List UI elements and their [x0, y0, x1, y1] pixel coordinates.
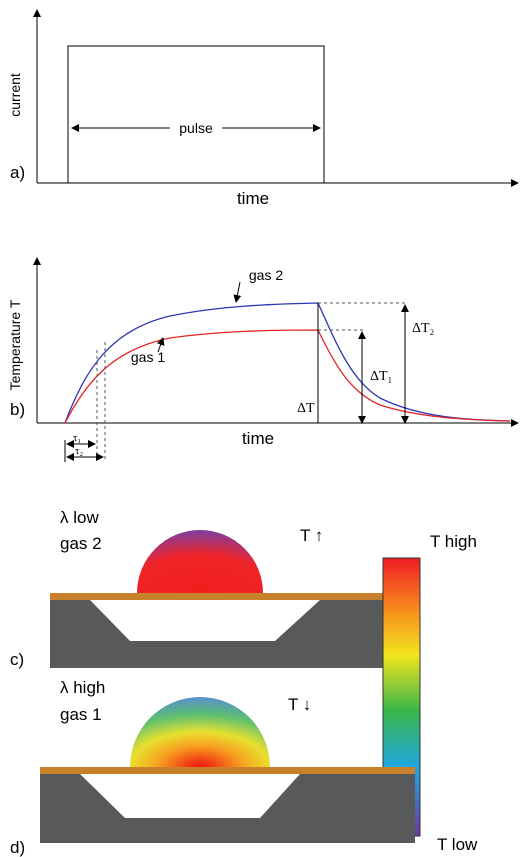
- panel-tag: a): [10, 163, 25, 182]
- tau1-label: τ₁: [73, 432, 81, 444]
- x-label: time: [237, 189, 269, 208]
- panel-c: [50, 530, 415, 668]
- x-label: time: [242, 429, 274, 448]
- pulse-shape: [67, 45, 325, 183]
- heat-dome: [130, 697, 270, 767]
- delta-t2-label: ΔT₂: [412, 321, 435, 336]
- panel-d: [40, 697, 415, 843]
- gas-label: gas 2: [60, 534, 102, 553]
- panel-tag: c): [10, 650, 24, 669]
- cavity: [80, 774, 300, 818]
- label-arrow: [156, 337, 165, 353]
- cavity: [90, 600, 320, 641]
- colorbar-bottom-label: T low: [437, 835, 478, 854]
- membrane: [50, 593, 415, 600]
- membrane: [40, 767, 415, 774]
- panel-tag: d): [10, 838, 25, 857]
- label-arrow: [233, 281, 242, 303]
- delta-t1-label: ΔT₁: [370, 369, 392, 384]
- heat-dome: [137, 530, 263, 593]
- temp-label: T ↓: [288, 695, 311, 714]
- y-label: Temperature T: [7, 299, 23, 390]
- gas1-label: gas 1: [131, 349, 165, 365]
- colorbar-top-label: T high: [430, 532, 477, 551]
- y-label: current: [7, 73, 23, 117]
- tau2-label: τ₂: [75, 445, 83, 457]
- panel-a: [33, 9, 519, 187]
- delta-t-label: ΔT: [297, 401, 315, 416]
- lambda-label: λ high: [60, 678, 105, 697]
- panel-tag: b): [10, 400, 25, 419]
- panel-b: [33, 257, 519, 462]
- gas2-curve: [64, 302, 511, 424]
- temp-label: T ↑: [300, 526, 323, 545]
- gas1-curve: [64, 329, 511, 424]
- gas2-label: gas 2: [249, 267, 283, 283]
- gas-label: gas 1: [60, 705, 102, 724]
- lambda-label: λ low: [60, 508, 99, 527]
- pulse-label: pulse: [179, 120, 213, 136]
